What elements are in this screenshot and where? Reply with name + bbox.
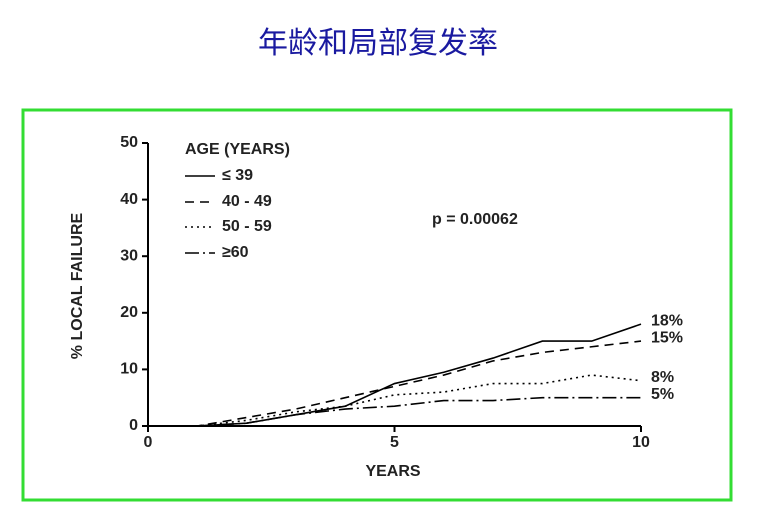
data-label: 18% [651, 312, 683, 329]
frame [21, 108, 733, 502]
annotation: p = 0.00062 [432, 211, 518, 228]
series-line [148, 374, 642, 427]
legend-label: 50 - 59 [222, 218, 272, 235]
y-tick-label: 40 [120, 191, 138, 208]
x-tick-label: 5 [390, 434, 399, 451]
data-label: 5% [651, 386, 674, 403]
series-line [148, 396, 641, 427]
y-tick-label: 0 [129, 417, 138, 434]
y-tick-label: 30 [120, 247, 138, 264]
y-tick-label: 10 [120, 361, 138, 378]
legend-label: 40 - 49 [222, 193, 272, 210]
y-tick-label: 50 [120, 134, 138, 151]
y-axis-label: % LOCAL FAILURE [69, 212, 86, 359]
legend-label: ≥60 [222, 244, 249, 261]
legend-label: ≤ 39 [222, 167, 253, 184]
series-line [148, 323, 642, 427]
legend-title: AGE (YEARS) [185, 141, 290, 158]
x-axis-label: YEARS [365, 463, 420, 480]
y-tick-label: 20 [120, 304, 138, 321]
chart-title: 年龄和局部复发率 [258, 27, 498, 60]
x-tick-label: 0 [144, 434, 153, 451]
data-label: 8% [651, 369, 674, 386]
data-label: 15% [651, 329, 683, 346]
series-line [148, 340, 642, 427]
x-tick-label: 10 [632, 434, 650, 451]
